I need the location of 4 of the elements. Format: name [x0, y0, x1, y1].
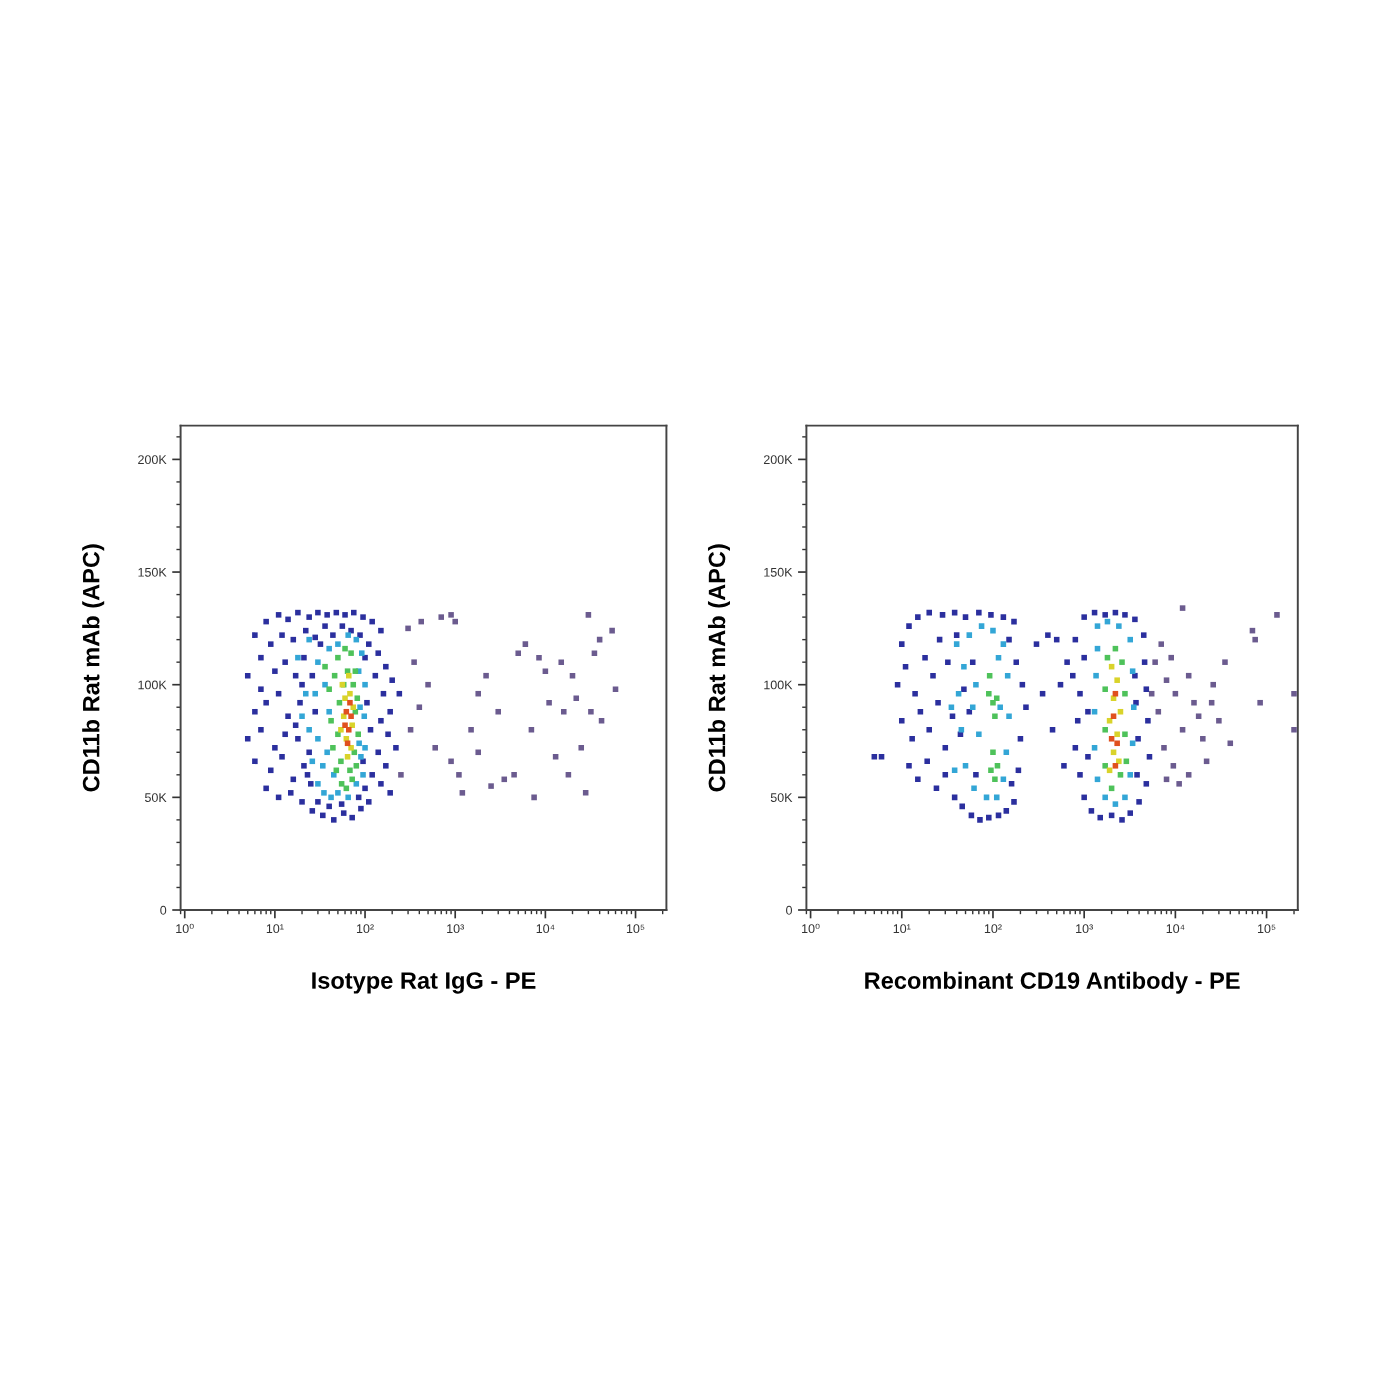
y-axis-title: CD11b Rat mAb (APC)	[82, 544, 105, 792]
x-axis-title: Recombinant CD19 Antibody - PE	[865, 971, 1240, 994]
y-axis-title: CD11b Rat mAb (APC)	[707, 544, 730, 792]
x-axis-title: Isotype Rat IgG - PE	[312, 972, 536, 994]
